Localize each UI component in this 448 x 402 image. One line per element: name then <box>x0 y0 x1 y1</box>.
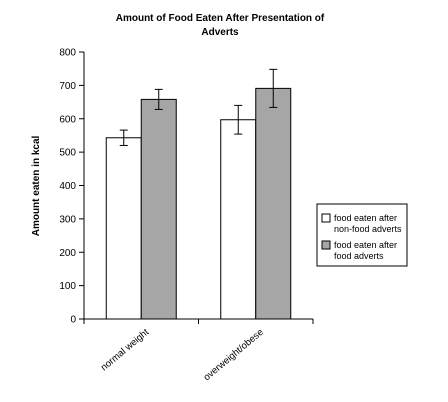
y-tick-label: 200 <box>59 248 76 259</box>
plot-area: 0 100 200 300 400 500 600 700 800 normal weight ov… <box>59 48 314 383</box>
y-tick-label: 600 <box>59 114 76 125</box>
legend-box <box>316 203 408 267</box>
y-tick-label: 400 <box>59 181 76 192</box>
legend-swatch <box>321 240 331 250</box>
x-category-label: overweight/obese <box>202 327 266 383</box>
legend-label: food eaten after <box>334 213 397 223</box>
legend-label: food adverts <box>334 251 384 261</box>
legend-label: food eaten after <box>334 240 397 250</box>
bar <box>105 137 142 320</box>
bar <box>220 119 257 320</box>
y-tick-label: 500 <box>59 148 76 159</box>
bar <box>255 87 292 320</box>
y-tick-label: 100 <box>59 281 76 292</box>
bar <box>140 98 177 320</box>
x-category-label: normal weight <box>99 327 152 374</box>
legend-swatch <box>321 213 331 223</box>
y-axis-label: Amount eaten in kcal <box>31 135 42 236</box>
chart-title-line2: Adverts <box>201 27 239 38</box>
legend-label: non-food adverts <box>334 224 402 234</box>
y-tick-label: 300 <box>59 214 76 225</box>
y-tick-label: 0 <box>70 315 76 326</box>
y-tick-label: 700 <box>59 81 76 92</box>
y-tick-label: 800 <box>59 48 76 59</box>
chart-title-line1: Amount of Food Eaten After Presentation … <box>116 13 325 24</box>
